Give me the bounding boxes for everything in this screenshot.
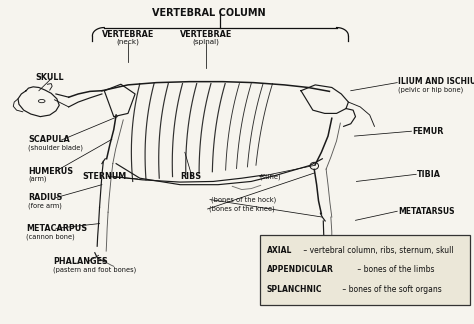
Text: RIBS: RIBS (180, 172, 201, 181)
Text: (pastern and foot bones): (pastern and foot bones) (53, 267, 137, 273)
Text: (arm): (arm) (28, 176, 47, 182)
Text: METACARPUS: METACARPUS (26, 224, 87, 233)
Text: (bones of the hock): (bones of the hock) (211, 196, 276, 203)
Text: (fore arm): (fore arm) (28, 202, 62, 209)
Text: TIBIA: TIBIA (417, 170, 441, 179)
Text: AXIAL: AXIAL (267, 246, 292, 255)
Text: VERTEBRAE: VERTEBRAE (102, 29, 154, 39)
Text: – bones of the soft organs: – bones of the soft organs (340, 285, 442, 294)
Text: (neck): (neck) (117, 38, 139, 45)
Text: SKULL: SKULL (36, 73, 64, 82)
Text: RADIUS: RADIUS (28, 193, 63, 202)
Text: (bones of the knee): (bones of the knee) (209, 206, 274, 212)
Text: VERTEBRAL COLUMN: VERTEBRAL COLUMN (152, 8, 265, 18)
Text: VERTEBRAE: VERTEBRAE (180, 29, 232, 39)
Text: PHALANGES: PHALANGES (53, 257, 108, 266)
Bar (260, 235, 470, 305)
Text: SCAPULA: SCAPULA (28, 135, 70, 144)
Text: (pelvic or hip bone): (pelvic or hip bone) (398, 86, 464, 93)
Text: SPLANCHNIC: SPLANCHNIC (267, 285, 322, 294)
Text: (spinal): (spinal) (193, 38, 219, 45)
Text: (cannon bone): (cannon bone) (26, 233, 75, 240)
Text: FEMUR: FEMUR (412, 127, 444, 136)
Text: METATARSUS: METATARSUS (398, 207, 455, 216)
Text: APPENDICULAR: APPENDICULAR (267, 265, 334, 274)
Text: (shoulder blade): (shoulder blade) (28, 144, 83, 151)
Text: (stifle): (stifle) (260, 173, 282, 180)
Text: ILIUM AND ISCHIUM: ILIUM AND ISCHIUM (398, 76, 474, 86)
Text: – bones of the limbs: – bones of the limbs (355, 265, 435, 274)
Text: HUMERUS: HUMERUS (28, 167, 73, 176)
Text: – vertebral column, ribs, sternum, skull: – vertebral column, ribs, sternum, skull (301, 246, 454, 255)
Text: STERNUM: STERNUM (82, 172, 126, 181)
